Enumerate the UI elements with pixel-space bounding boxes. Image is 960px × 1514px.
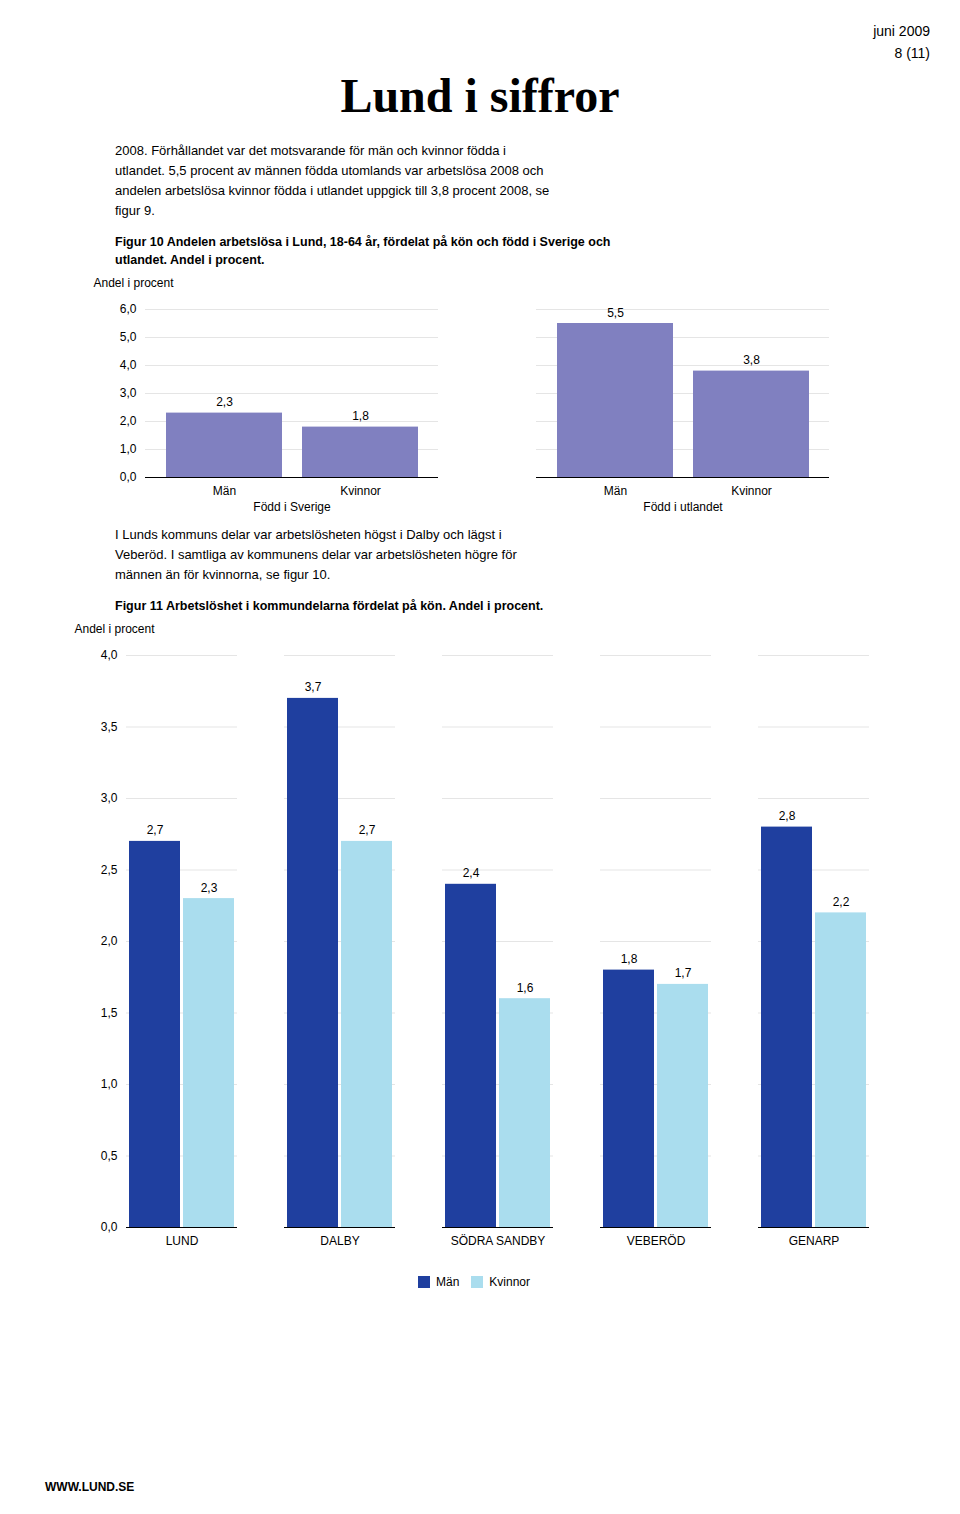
svg-text:5,5: 5,5 (607, 306, 624, 320)
html-text:Lund i siffror: Lund i siffror (340, 69, 620, 122)
svg-text:Född i utlandet: Född i utlandet (643, 500, 723, 514)
svg-text:GENARP: GENARP (789, 1234, 840, 1248)
svg-text:Andel i procent: Andel i procent (94, 276, 175, 290)
svg-text:Kvinnor: Kvinnor (731, 484, 772, 498)
svg-text:3,5: 3,5 (101, 720, 118, 734)
svg-text:0,5: 0,5 (101, 1149, 118, 1163)
svg-text:2,3: 2,3 (216, 395, 233, 409)
svg-text:1,0: 1,0 (120, 442, 137, 456)
html-text:I Lunds kommuns delar var arbe: I Lunds kommuns delar var arbetslösheten… (115, 527, 517, 582)
svg-text:Män: Män (213, 484, 236, 498)
svg-text:1,8: 1,8 (621, 952, 638, 966)
svg-text:SÖDRA SANDBY: SÖDRA SANDBY (451, 1234, 546, 1248)
svg-text:6,0: 6,0 (120, 302, 137, 316)
svg-text:2,7: 2,7 (359, 823, 376, 837)
html-text:WWW.LUND.SE: WWW.LUND.SE (45, 1480, 135, 1494)
html-text:Figur 11 Arbetslöshet i kommun: Figur 11 Arbetslöshet i kommundelarna fö… (115, 599, 544, 613)
svg-text:2,7: 2,7 (147, 823, 164, 837)
svg-text:Andel i procent: Andel i procent (75, 622, 156, 636)
html-text:Kvinnor: Kvinnor (489, 1274, 530, 1289)
svg-text:0,0: 0,0 (120, 470, 137, 484)
svg-text:5,0: 5,0 (120, 330, 137, 344)
svg-text:1,0: 1,0 (101, 1077, 118, 1091)
svg-text:2,3: 2,3 (201, 881, 218, 895)
svg-text:1,6: 1,6 (517, 981, 534, 995)
svg-text:3,8: 3,8 (743, 353, 760, 367)
svg-text:3,7: 3,7 (305, 680, 322, 694)
svg-text:2,4: 2,4 (463, 866, 480, 880)
svg-text:2,0: 2,0 (120, 414, 137, 428)
svg-text:1,5: 1,5 (101, 1006, 118, 1020)
svg-text:3,0: 3,0 (120, 386, 137, 400)
html-text:Figur 10 Andelen arbetslösa i: Figur 10 Andelen arbetslösa i Lund, 18-6… (115, 235, 611, 267)
svg-text:0,0: 0,0 (101, 1220, 118, 1234)
svg-text:Män: Män (604, 484, 627, 498)
html-text:juni 2009: juni 2009 (873, 23, 930, 39)
svg-text:LUND: LUND (166, 1234, 199, 1248)
svg-text:Född i Sverige: Född i Sverige (253, 500, 331, 514)
svg-text:1,7: 1,7 (675, 966, 692, 980)
svg-text:1,8: 1,8 (352, 409, 369, 423)
html-text:8 (11): 8 (11) (894, 45, 930, 61)
svg-text:3,0: 3,0 (101, 791, 118, 805)
svg-text:Kvinnor: Kvinnor (340, 484, 381, 498)
svg-text:2,0: 2,0 (101, 934, 118, 948)
svg-text:2,2: 2,2 (833, 895, 850, 909)
html-text:2008. Förhållandet var det mot: 2008. Förhållandet var det motsvarande f… (115, 143, 550, 218)
html-text:Män: Män (436, 1274, 460, 1289)
svg-text:4,0: 4,0 (120, 358, 137, 372)
svg-text:DALBY: DALBY (320, 1234, 359, 1248)
svg-text:2,5: 2,5 (101, 863, 118, 877)
svg-text:4,0: 4,0 (101, 648, 118, 662)
svg-text:2,8: 2,8 (779, 809, 796, 823)
svg-text:VEBERÖD: VEBERÖD (627, 1234, 686, 1248)
